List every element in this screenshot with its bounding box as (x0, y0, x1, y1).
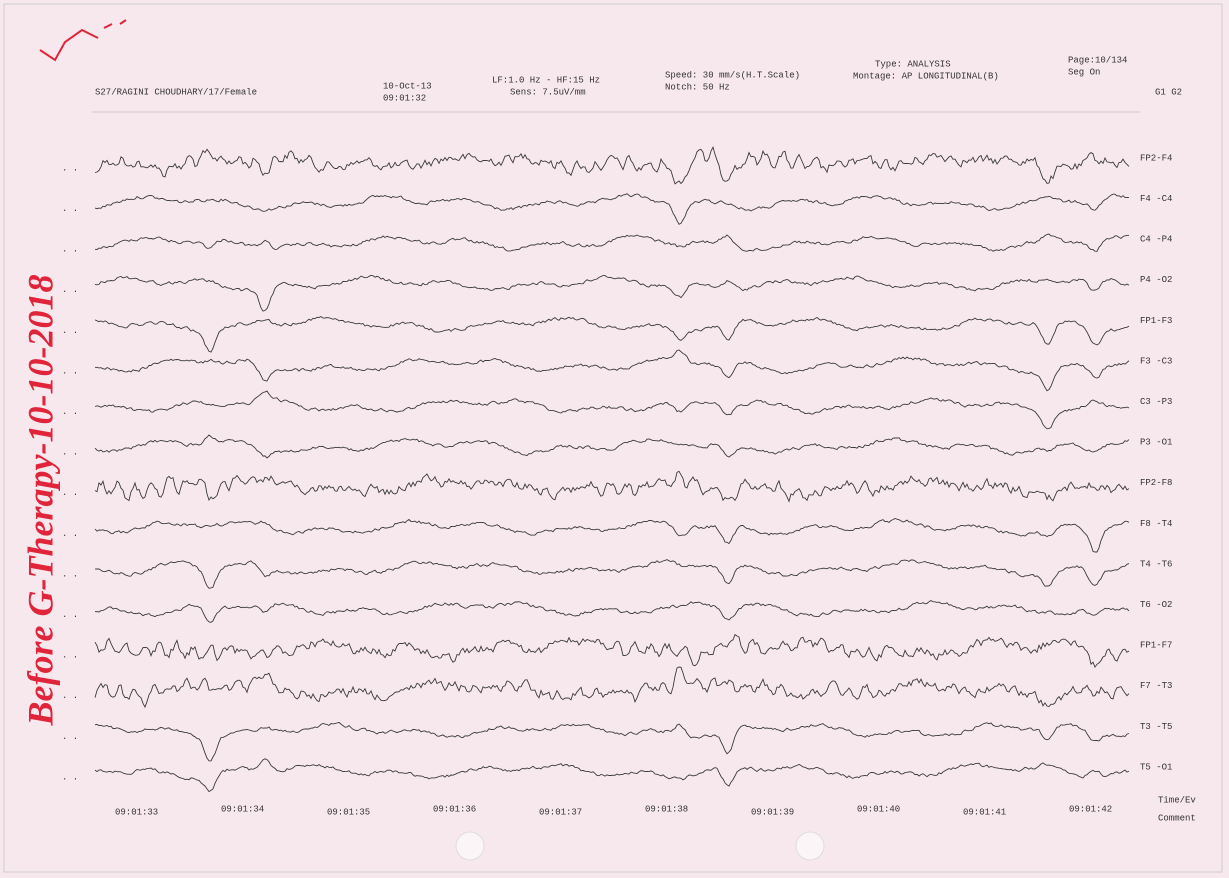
channel-label: FP2-F4 (1140, 153, 1172, 163)
channel-label: T4 -T6 (1140, 559, 1172, 569)
eeg-trace (94, 559, 1130, 589)
eeg-trace (94, 666, 1130, 709)
timestamp: 09:01:34 (221, 804, 264, 814)
page-edge (3, 3, 1223, 873)
eeg-trace (94, 518, 1130, 553)
eeg-trace (94, 275, 1130, 312)
eeg-trace (94, 470, 1130, 503)
channel-marker: · · (62, 490, 78, 500)
eeg-trace (94, 390, 1130, 430)
channel-marker: · · (62, 247, 78, 257)
footer-row-label: Comment (1158, 813, 1196, 823)
channel-label: T3 -T5 (1140, 722, 1172, 732)
channel-label: FP2-F8 (1140, 478, 1172, 488)
groups: G1 G2 (1155, 87, 1182, 97)
timestamp: 09:01:36 (433, 804, 476, 814)
channel-marker: · · (62, 571, 78, 581)
eeg-trace (94, 758, 1130, 793)
footer-row-label: Time/Ev (1158, 795, 1196, 805)
channel-label: F3 -C3 (1140, 356, 1172, 366)
date: 10-Oct-13 (383, 81, 432, 91)
eeg-trace (94, 145, 1130, 185)
eeg-trace (94, 721, 1130, 762)
channel-marker: · · (62, 693, 78, 703)
channel-marker: · · (62, 409, 78, 419)
channel-label: F7 -T3 (1140, 681, 1172, 691)
channel-marker: · · (62, 165, 78, 175)
eeg-trace (94, 233, 1130, 252)
channel-label: FP1-F3 (1140, 316, 1172, 326)
eeg-trace (94, 193, 1130, 225)
channel-label: T5 -O1 (1140, 762, 1172, 772)
timestamp: 09:01:38 (645, 804, 688, 814)
channel-marker: · · (62, 612, 78, 622)
channel-marker: · · (62, 287, 78, 297)
channel-label: T6 -O2 (1140, 600, 1172, 610)
channel-label: C3 -P3 (1140, 397, 1172, 407)
speed: Speed: 30 mm/s(H.T.Scale) (665, 70, 800, 80)
eeg-trace (94, 349, 1130, 392)
eeg-trace (94, 599, 1130, 623)
segment: Seg On (1068, 67, 1100, 77)
channel-marker: · · (62, 328, 78, 338)
channel-marker: · · (62, 531, 78, 541)
timestamp: 09:01:40 (857, 804, 900, 814)
channel-label: F4 -C4 (1140, 194, 1172, 204)
channel-marker: · · (62, 653, 78, 663)
channel-label: P4 -O2 (1140, 275, 1172, 285)
eeg-trace (94, 434, 1130, 459)
sensitivity: Sens: 7.5uV/mm (510, 87, 586, 97)
channel-marker: · · (62, 450, 78, 460)
eeg-trace (94, 633, 1130, 669)
timestamp: 09:01:39 (751, 807, 794, 817)
check-mark (39, 19, 127, 62)
time: 09:01:32 (383, 93, 426, 103)
punch-hole (795, 831, 825, 861)
patient: S27/RAGINI CHOUDHARY/17/Female (95, 87, 257, 97)
channel-label: C4 -P4 (1140, 235, 1172, 245)
channel-label: P3 -O1 (1140, 438, 1172, 448)
channel-marker: · · (62, 774, 78, 784)
channel-label: FP1-F7 (1140, 641, 1172, 651)
channel-marker: · · (62, 368, 78, 378)
handwritten-note: Before G-Therapy-10-10-2018 (20, 275, 60, 727)
punch-hole (455, 831, 485, 861)
channel-marker: · · (62, 206, 78, 216)
page-number: Page:10/134 (1068, 55, 1127, 65)
type: Type: ANALYSIS (875, 59, 951, 69)
channel-marker: · · (62, 734, 78, 744)
notch: Notch: 50 Hz (665, 82, 730, 92)
timestamp: 09:01:42 (1069, 804, 1112, 814)
filter: LF:1.0 Hz - HF:15 Hz (492, 75, 600, 85)
montage: Montage: AP LONGITUDINAL(B) (853, 71, 999, 81)
timestamp: 09:01:37 (539, 807, 582, 817)
eeg-trace (94, 315, 1130, 353)
timestamp: 09:01:35 (327, 807, 370, 817)
timestamp: 09:01:41 (963, 807, 1006, 817)
timestamp: 09:01:33 (115, 807, 158, 817)
channel-label: F8 -T4 (1140, 519, 1172, 529)
